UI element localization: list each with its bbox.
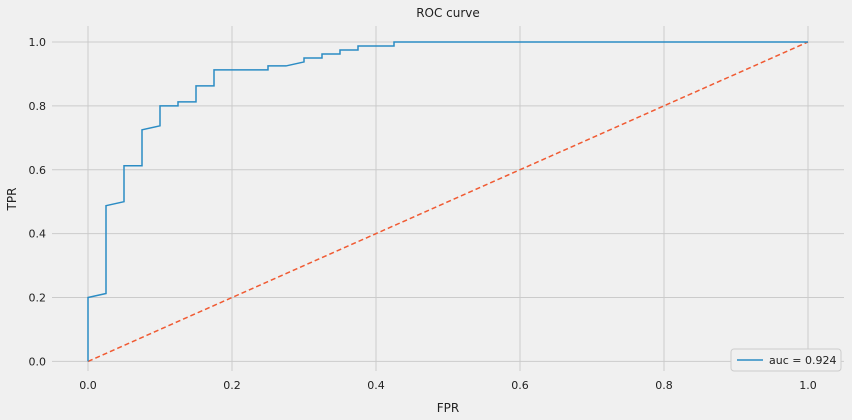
grid-lines [52, 26, 844, 371]
x-tick-label: 0.8 [655, 379, 673, 392]
series-layer [87, 41, 809, 363]
y-tick-labels: 0.0 0.2 0.4 0.6 0.8 1.0 [29, 36, 47, 368]
diagonal-reference-line [87, 41, 809, 363]
y-tick-label: 0.4 [29, 228, 47, 241]
roc-curve-line [87, 41, 808, 362]
x-tick-label: 0.4 [367, 379, 385, 392]
x-tick-label: 0.2 [223, 379, 241, 392]
x-tick-label: 0.0 [79, 379, 97, 392]
legend-box [730, 348, 842, 372]
legend: auc = 0.924 [730, 348, 842, 372]
x-tick-label: 0.6 [511, 379, 529, 392]
y-tick-label: 1.0 [29, 36, 47, 49]
y-tick-label: 0.8 [29, 100, 47, 113]
y-tick-label: 0.6 [29, 164, 47, 177]
chart-title: ROC curve [416, 6, 480, 20]
y-axis-label: TPR [5, 188, 19, 212]
y-tick-label: 0.0 [29, 355, 47, 368]
legend-label: auc = 0.924 [769, 354, 836, 367]
x-tick-labels: 0.0 0.2 0.4 0.6 0.8 1.0 [79, 379, 817, 392]
x-axis-label: FPR [437, 401, 459, 415]
x-tick-label: 1.0 [799, 379, 817, 392]
y-tick-label: 0.2 [29, 292, 47, 305]
